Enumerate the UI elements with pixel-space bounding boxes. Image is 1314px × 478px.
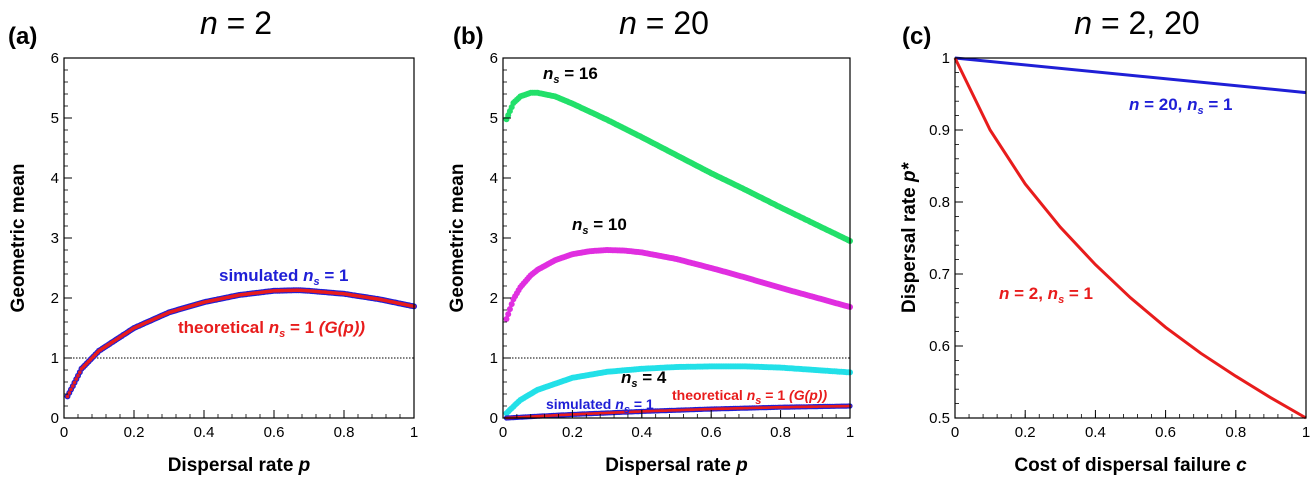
y-tick-label: 0 <box>490 410 498 427</box>
y-tick-label: 4 <box>490 170 498 187</box>
y-tick-label: 5 <box>490 110 498 127</box>
x-tick-label: 0.4 <box>1085 424 1106 441</box>
series-1 <box>503 89 853 244</box>
data-point <box>67 391 72 395</box>
y-tick-label: 3 <box>490 230 498 247</box>
data-point <box>76 373 80 378</box>
x-tick-label: 0.8 <box>334 424 355 441</box>
panel-label: (c) <box>902 23 931 50</box>
data-point <box>71 384 75 388</box>
series-2 <box>953 57 1307 420</box>
x-tick-label: 0.2 <box>562 424 583 441</box>
panel-label: (b) <box>453 23 484 50</box>
series-annotation: simulated ns = 1 <box>219 266 348 288</box>
panel-title: n = 20 <box>619 5 709 41</box>
data-point <box>78 370 82 375</box>
plot-frame <box>954 57 1307 419</box>
y-tick-label: 0.7 <box>929 266 950 283</box>
series-annotation: simulated ns = 1 <box>546 396 654 416</box>
y-tick-label: 5 <box>51 110 59 127</box>
y-axis-label: Geometric mean <box>447 164 468 313</box>
y-tick-label: 4 <box>51 170 59 187</box>
x-tick-label: 0 <box>951 424 959 441</box>
x-tick-label: 0.4 <box>631 424 652 441</box>
series-annotation: theoretical ns = 1 (G(p)) <box>672 387 827 407</box>
y-tick-label: 2 <box>490 290 498 307</box>
series-annotation: ns = 16 <box>543 64 598 86</box>
y-tick-label: 0.8 <box>929 194 950 211</box>
y-tick-label: 1 <box>51 350 59 367</box>
panel-title: n = 2, 20 <box>1074 5 1199 41</box>
x-tick-label: 0.2 <box>1015 424 1036 441</box>
series-line <box>954 56 1307 95</box>
plot-frame <box>63 57 415 419</box>
x-tick-label: 0.6 <box>264 424 285 441</box>
y-tick-label: 6 <box>51 50 59 67</box>
data-point <box>506 306 513 313</box>
series-annotation: n = 2, ns = 1 <box>999 284 1093 306</box>
y-tick-label: 0 <box>51 410 59 427</box>
series-annotation: ns = 4 <box>621 368 667 390</box>
series-line <box>953 57 1307 420</box>
x-tick-label: 0.6 <box>701 424 722 441</box>
data-point <box>69 387 73 392</box>
data-point <box>74 377 79 381</box>
y-axis-label: Geometric mean <box>8 164 29 313</box>
y-tick-label: 0.9 <box>929 122 950 139</box>
y-axis-label: Dispersal rate p* <box>899 161 920 313</box>
series-annotation: n = 20, ns = 1 <box>1129 95 1232 117</box>
x-axis-label: Cost of dispersal failure c <box>1014 455 1247 476</box>
series-3 <box>503 363 853 417</box>
data-point <box>508 301 515 308</box>
series-annotation: theoretical ns = 1 (G(p)) <box>178 318 365 340</box>
series-1 <box>64 287 417 400</box>
panel-3: (c) n = 2, 20 0 0.2 0.4 0.6 0.8 1 0.5 0.6 0.7 0.8 0.… <box>899 5 1310 476</box>
x-tick-label: 0.4 <box>194 424 215 441</box>
panel-2: (b) n = 20 0 0.2 0.4 0.6 0.8 1 0 1 2 3 4 5 6 Dispersal … <box>447 5 854 476</box>
data-point <box>505 311 512 318</box>
y-tick-label: 0.6 <box>929 338 950 355</box>
x-tick-label: 1 <box>846 424 854 441</box>
series-2 <box>503 247 853 322</box>
data-point <box>65 394 70 399</box>
y-tick-label: 3 <box>51 230 59 247</box>
x-tick-label: 1 <box>1302 424 1310 441</box>
x-tick-label: 0.6 <box>1155 424 1176 441</box>
x-tick-label: 1 <box>410 424 418 441</box>
series-annotation: ns = 10 <box>572 215 627 237</box>
series-2 <box>65 288 416 399</box>
y-tick-label: 1 <box>490 350 498 367</box>
panel-title: n = 2 <box>200 5 272 41</box>
y-tick-label: 6 <box>490 50 498 67</box>
x-axis-label: Dispersal rate p <box>168 455 311 476</box>
x-axis-label: Dispersal rate p <box>605 455 748 476</box>
y-tick-label: 2 <box>51 290 59 307</box>
panel-1: (a) n = 2 0 0.2 0.4 0.6 0.8 1 0 1 2 3 4 5 6 Dispersal r… <box>8 5 418 476</box>
x-tick-label: 0.2 <box>124 424 145 441</box>
series-1 <box>954 56 1307 95</box>
x-tick-label: 0 <box>499 424 507 441</box>
data-point <box>72 380 77 385</box>
y-tick-label: 1 <box>942 50 950 67</box>
data-point <box>503 316 510 322</box>
y-tick-label: 0.5 <box>929 410 950 427</box>
panel-label: (a) <box>8 23 37 50</box>
x-tick-label: 0.8 <box>1225 424 1246 441</box>
x-tick-label: 0.8 <box>770 424 791 441</box>
x-tick-label: 0 <box>60 424 68 441</box>
